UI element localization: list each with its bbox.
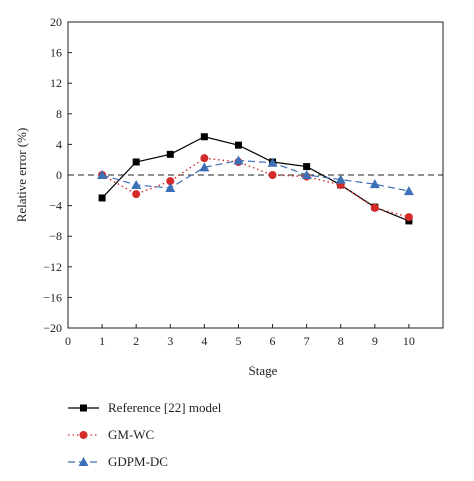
legend-label: GM-WC	[108, 427, 154, 442]
y-tick-label: 0	[56, 168, 62, 182]
data-point	[200, 154, 209, 163]
series-3	[97, 155, 414, 196]
x-tick-label: 0	[65, 334, 71, 348]
data-point	[199, 162, 210, 172]
y-tick-label: −12	[43, 260, 62, 274]
legend-label: GDPM-DC	[108, 454, 168, 469]
data-point	[200, 133, 208, 141]
data-point	[97, 170, 108, 179]
x-tick-label: 4	[201, 334, 207, 348]
data-point	[301, 170, 312, 179]
legend-marker	[78, 457, 89, 466]
legend-item: GM-WC	[68, 427, 154, 442]
data-point	[267, 157, 278, 167]
data-point	[369, 179, 380, 189]
data-point	[268, 171, 277, 179]
legend-marker	[80, 404, 87, 412]
y-axis-title: Relative error (%)	[14, 128, 29, 223]
legend-item: GDPM-DC	[68, 454, 168, 469]
legend-label: Reference [22] model	[108, 400, 222, 415]
y-tick-label: 20	[50, 15, 62, 29]
data-point	[165, 183, 176, 193]
data-point	[98, 194, 106, 202]
series-1	[98, 133, 413, 225]
x-tick-label: 7	[304, 334, 310, 348]
y-tick-label: −20	[43, 321, 62, 335]
series-line	[101, 157, 410, 218]
x-tick-label: 1	[99, 334, 105, 348]
y-tick-label: −16	[43, 290, 62, 304]
x-tick-label: 5	[235, 334, 241, 348]
legend-item: Reference [22] model	[68, 400, 222, 415]
x-tick-label: 2	[133, 334, 139, 348]
data-point	[303, 163, 311, 171]
data-point	[166, 150, 174, 158]
data-point	[132, 158, 140, 166]
y-tick-label: 8	[56, 107, 62, 121]
data-point	[233, 155, 244, 165]
data-point	[335, 174, 346, 184]
data-point	[166, 177, 175, 186]
series-line	[101, 159, 410, 192]
y-tick-label: −4	[49, 199, 62, 213]
data-point	[404, 213, 413, 222]
legend: Reference [22] model GM-WC GDPM-DC	[68, 400, 222, 469]
x-tick-label: 10	[403, 334, 415, 348]
data-point	[132, 190, 141, 199]
y-tick-label: 12	[50, 76, 62, 90]
x-tick-label: 9	[372, 334, 378, 348]
x-tick-label: 3	[167, 334, 173, 348]
x-tick-label: 8	[338, 334, 344, 348]
data-point	[131, 179, 142, 189]
x-tick-label: 6	[270, 334, 276, 348]
y-tick-label: 4	[56, 137, 62, 151]
legend-marker	[79, 431, 88, 439]
series-line	[101, 136, 410, 222]
series-2	[98, 154, 413, 222]
data-point	[234, 141, 242, 149]
data-point	[403, 186, 414, 196]
data-point	[370, 203, 379, 212]
x-axis-title: Stage	[249, 363, 278, 378]
y-tick-label: −8	[49, 229, 62, 243]
y-tick-label: 16	[50, 46, 62, 60]
